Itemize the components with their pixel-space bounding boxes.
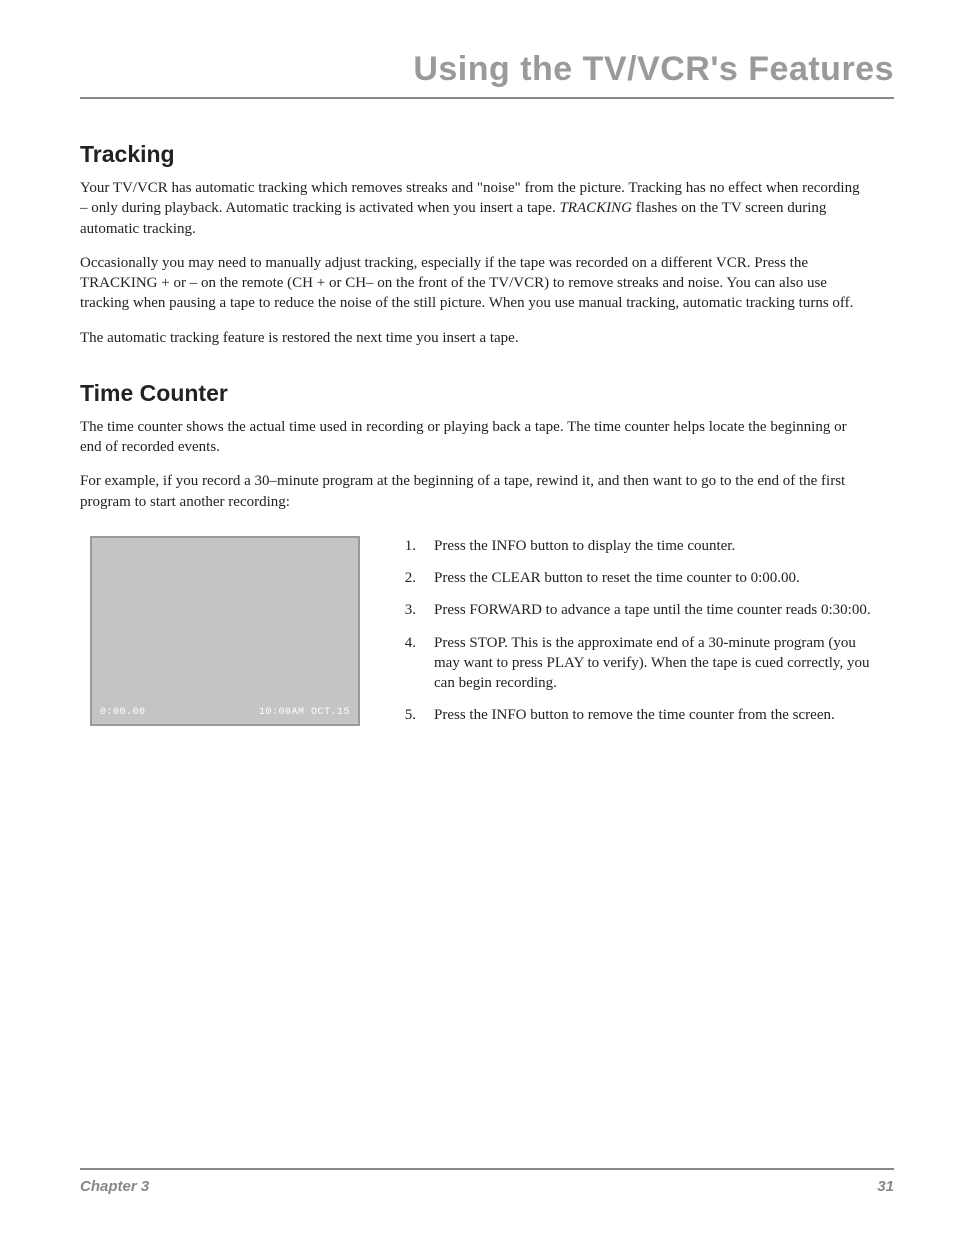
spacer — [80, 362, 894, 380]
step-number: 2. — [400, 568, 416, 588]
tracking-heading: Tracking — [80, 141, 894, 168]
tracking-para-2: Occasionally you may need to manually ad… — [80, 253, 860, 314]
tracking-p1-italic: TRACKING — [559, 200, 632, 216]
screen-overlay-text: 0:00.00 10:00AM OCT.15 — [100, 707, 350, 718]
step-number: 1. — [400, 536, 416, 556]
time-counter-heading: Time Counter — [80, 380, 894, 407]
content-row: 0:00.00 10:00AM OCT.15 1. Press the INFO… — [80, 536, 894, 738]
screen-clock-date: 10:00AM OCT.15 — [259, 707, 350, 718]
step-text: Press the INFO button to display the tim… — [434, 536, 874, 556]
step-3: 3. Press FORWARD to advance a tape until… — [400, 600, 874, 620]
tracking-para-1: Your TV/VCR has automatic tracking which… — [80, 178, 860, 239]
step-5: 5. Press the INFO button to remove the t… — [400, 705, 874, 725]
screen-time-counter: 0:00.00 — [100, 707, 146, 718]
step-number: 5. — [400, 705, 416, 725]
tv-screen-mock: 0:00.00 10:00AM OCT.15 — [90, 536, 360, 726]
time-counter-para-2: For example, if you record a 30–minute p… — [80, 471, 860, 512]
step-text: Press the INFO button to remove the time… — [434, 705, 874, 725]
step-text: Press FORWARD to advance a tape until th… — [434, 600, 874, 620]
page: Using the TV/VCR's Features Tracking You… — [0, 0, 954, 1235]
step-text: Press STOP. This is the approximate end … — [434, 633, 874, 694]
footer-chapter: Chapter 3 — [80, 1178, 149, 1195]
step-1: 1. Press the INFO button to display the … — [400, 536, 874, 556]
step-number: 3. — [400, 600, 416, 620]
step-4: 4. Press STOP. This is the approximate e… — [400, 633, 874, 694]
tracking-para-3: The automatic tracking feature is restor… — [80, 328, 860, 348]
time-counter-para-1: The time counter shows the actual time u… — [80, 417, 860, 458]
footer-page-number: 31 — [877, 1178, 894, 1195]
step-number: 4. — [400, 633, 416, 694]
step-text: Press the CLEAR button to reset the time… — [434, 568, 874, 588]
steps-list: 1. Press the INFO button to display the … — [400, 536, 894, 738]
chapter-title: Using the TV/VCR's Features — [80, 50, 894, 99]
step-2: 2. Press the CLEAR button to reset the t… — [400, 568, 874, 588]
page-footer: Chapter 3 31 — [80, 1168, 894, 1195]
